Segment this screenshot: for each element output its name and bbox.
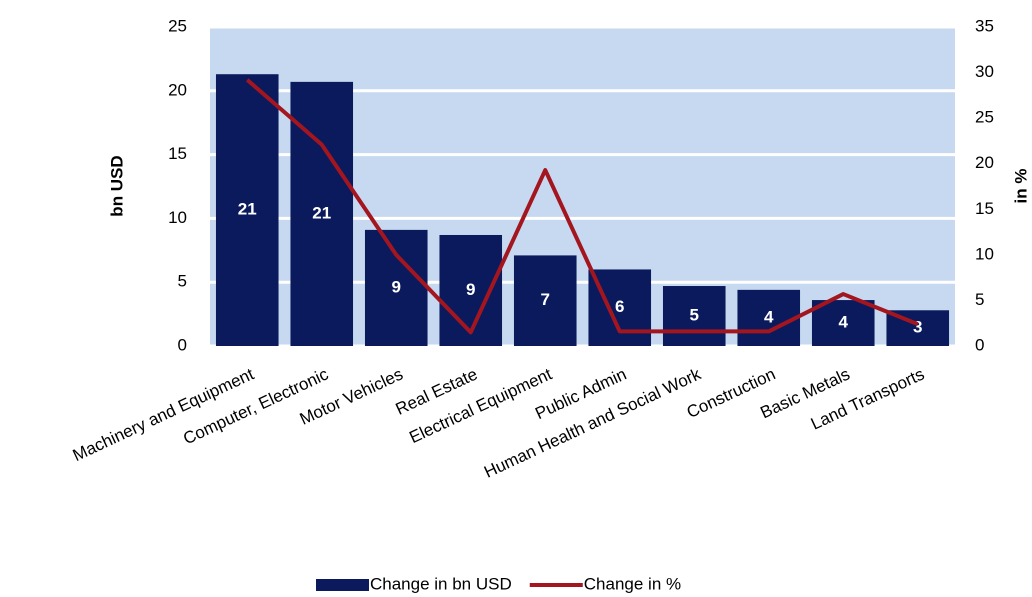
y2-tick-label: 30 (975, 62, 994, 81)
value-label: 5 (690, 305, 699, 324)
value-label: 4 (839, 313, 849, 332)
legend-label: Change in % (584, 574, 681, 593)
y-tick-label: 20 (168, 80, 187, 99)
y-tick-label: 0 (178, 335, 187, 354)
y2-tick-label: 20 (975, 153, 994, 172)
value-label: 6 (615, 297, 624, 316)
value-label: 21 (312, 203, 331, 222)
value-label: 7 (541, 290, 550, 309)
bar (513, 255, 577, 346)
line (245, 78, 919, 335)
y2-tick-label: 0 (975, 335, 984, 354)
y-tick-label: 5 (178, 272, 187, 291)
y2-tick-label: 15 (975, 199, 994, 218)
bar (215, 74, 279, 346)
value-label: 4 (764, 307, 774, 326)
value-label: 3 (913, 318, 922, 337)
y-tick-label: 25 (168, 16, 187, 35)
bar (662, 286, 726, 346)
value-label: 9 (392, 277, 401, 296)
value-label: 21 (238, 200, 257, 219)
bar (811, 300, 875, 346)
legend-swatch (316, 579, 369, 591)
y2-tick-label: 25 (975, 108, 994, 127)
bar (737, 289, 801, 346)
y-axis-label: bn USD (107, 155, 126, 216)
y2-tick-label: 10 (975, 244, 994, 263)
y-tick-label: 10 (168, 208, 187, 227)
value-label: 9 (466, 280, 475, 299)
y2-tick-label: 35 (975, 16, 994, 35)
legend-label: Change in bn USD (370, 574, 512, 593)
bar (364, 229, 428, 346)
y2-tick-label: 5 (975, 290, 984, 309)
y-tick-label: 15 (168, 144, 187, 163)
y2-axis-label: in % (1011, 169, 1030, 204)
